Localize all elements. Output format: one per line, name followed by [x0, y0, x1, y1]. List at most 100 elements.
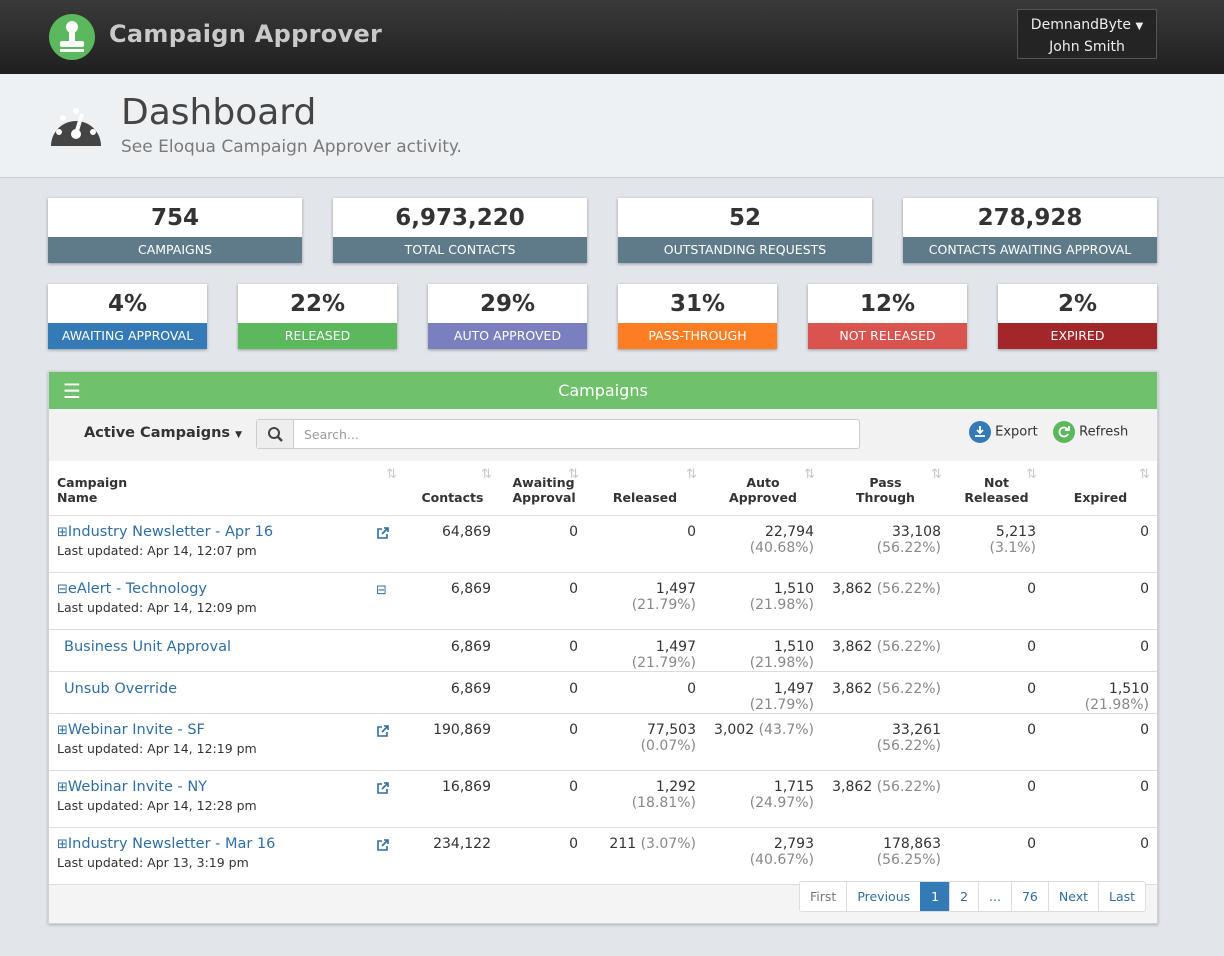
value-cell: 6,869 [404, 671, 499, 714]
rate-value: 31% [669, 291, 726, 317]
sort-icon[interactable]: ⇅ [1026, 467, 1037, 482]
page-link[interactable]: First [810, 889, 837, 904]
value-cell: 211 (3.07%) [586, 827, 704, 885]
sort-icon[interactable]: ⇅ [686, 467, 697, 482]
campaign-cell: Unsub Override [49, 671, 404, 714]
stat-label: OUTSTANDING REQUESTS [618, 237, 872, 263]
value-cell: 234,122 [404, 827, 499, 885]
value-cell: 0 [949, 572, 1044, 630]
cell-percent: (56.22%) [876, 680, 941, 697]
value-cell: 3,862 (56.22%) [822, 671, 949, 714]
cell-percent: (40.68%) [749, 539, 814, 556]
open-link-icon[interactable] [376, 781, 390, 799]
expand-icon[interactable]: ⊞ [57, 779, 68, 795]
sort-icon[interactable]: ⇅ [804, 467, 815, 482]
sort-icon[interactable]: ⇅ [1139, 467, 1150, 482]
export-button[interactable]: Export [969, 421, 1038, 443]
column-header[interactable]: Auto Approved ⇅ [704, 461, 822, 516]
expand-icon[interactable]: ⊞ [57, 722, 68, 738]
refresh-button[interactable]: Refresh [1053, 421, 1128, 443]
campaign-name[interactable]: Webinar Invite - NY [67, 778, 208, 795]
sub-row: Unsub Override 6,869 0 0 1,497 (21.79%) 3,862… [49, 671, 1157, 714]
page-link[interactable]: ... [978, 882, 1011, 911]
cell-value: 0 [1027, 580, 1036, 597]
value-cell: 0 [1044, 827, 1157, 885]
pagination: First Previous 1 2... 76 Next Last [799, 881, 1147, 912]
page-link[interactable]: Previous [846, 882, 920, 911]
campaign-row: ⊞Webinar Invite - SF Last updated: Apr 14… [49, 713, 1157, 771]
campaign-row: ⊞Industry Newsletter - Apr 16 Last update… [49, 515, 1157, 573]
page-subtitle: See Eloqua Campaign Approver activity. [121, 137, 462, 157]
value-cell: 6,869 [404, 629, 499, 672]
cell-percent: (24.97%) [749, 794, 814, 811]
cell-percent: (40.67%) [749, 851, 814, 868]
value-cell: 3,862 (56.22%) [822, 572, 949, 630]
campaign-row: ⊞Industry Newsletter - Mar 16 Last update… [49, 827, 1157, 885]
campaign-name[interactable]: Business Unit Approval [64, 638, 232, 655]
page-link[interactable]: 1 [920, 882, 950, 911]
rate-value: 4% [107, 291, 148, 317]
column-header[interactable]: Expired ⇅ [1044, 461, 1157, 516]
expand-icon[interactable]: ⊞ [57, 524, 68, 540]
cell-value: 0 [1140, 523, 1149, 540]
collapse-icon[interactable]: ⊟ [376, 582, 387, 598]
value-cell: 0 [499, 629, 586, 672]
rate-card: 12% NOT RELEASED [808, 284, 967, 349]
user-name: John Smith [1049, 39, 1125, 55]
campaign-name[interactable]: Industry Newsletter - Apr 16 [67, 523, 274, 540]
column-header[interactable]: Awaiting Approval ⇅ [499, 461, 586, 516]
value-cell: 0 [499, 572, 586, 630]
page-link[interactable]: 76 [1010, 882, 1048, 911]
cell-value: 0 [569, 778, 578, 795]
cell-percent: (21.98%) [749, 596, 814, 613]
sort-icon[interactable]: ⇅ [481, 467, 492, 482]
page-link[interactable]: Next [1047, 882, 1098, 911]
column-label: Not Released [964, 474, 1029, 505]
last-updated: Last updated: Apr 14, 12:07 pm [57, 542, 257, 558]
toolbar: Active Campaigns ▼ Search... Export Refr… [49, 409, 1157, 461]
column-header[interactable]: Campaign Name ⇅ [49, 461, 404, 516]
cell-percent: (56.22%) [876, 737, 941, 754]
open-link-icon[interactable] [376, 724, 390, 742]
expand-icon[interactable]: ⊟ [57, 581, 68, 597]
campaign-name[interactable]: Webinar Invite - SF [67, 721, 205, 738]
cell-value: 0 [569, 523, 578, 540]
sort-icon[interactable]: ⇅ [568, 467, 579, 482]
app-name[interactable]: Campaign Approver [109, 20, 383, 48]
campaign-name[interactable]: Unsub Override [64, 680, 178, 697]
campaigns-panel: ☰ Campaigns Active Campaigns ▼ Search...… [48, 371, 1158, 924]
value-cell: 3,862 (56.22%) [822, 770, 949, 828]
menu-icon[interactable]: ☰ [63, 379, 81, 403]
column-label: Expired [1073, 489, 1128, 505]
column-header[interactable]: Pass Through ⇅ [822, 461, 949, 516]
open-link-icon[interactable] [376, 526, 390, 544]
account-menu[interactable]: DemnandByte ▼ John Smith [1017, 9, 1157, 59]
filter-dropdown[interactable]: Active Campaigns ▼ [84, 425, 243, 441]
rate-card: 29% AUTO APPROVED [428, 284, 587, 349]
cell-value: 16,869 [442, 778, 491, 795]
sort-icon[interactable]: ⇅ [931, 467, 942, 482]
value-cell: 1,497 (21.79%) [586, 572, 704, 630]
value-cell: 0 [949, 713, 1044, 771]
cell-value: 0 [1140, 778, 1149, 795]
column-header[interactable]: Not Released ⇅ [949, 461, 1044, 516]
search-button[interactable] [257, 420, 294, 448]
value-cell: 3,002 (43.7%) [704, 713, 822, 771]
page-link[interactable]: 2 [949, 882, 978, 911]
column-header[interactable]: Released ⇅ [586, 461, 704, 516]
cell-value: 0 [569, 680, 578, 697]
page-link[interactable]: Last [1098, 882, 1145, 911]
expand-icon[interactable]: ⊞ [57, 836, 68, 852]
value-cell: 22,794 (40.68%) [704, 515, 822, 573]
sort-icon[interactable]: ⇅ [386, 467, 397, 482]
search-box[interactable]: Search... [256, 419, 860, 449]
value-cell: 1,510 (21.98%) [704, 572, 822, 630]
value-cell: 1,510 (21.98%) [704, 629, 822, 672]
campaign-name[interactable]: eAlert - Technology [67, 580, 208, 597]
column-header[interactable]: Contacts ⇅ [404, 461, 499, 516]
cell-percent: (56.22%) [876, 539, 941, 556]
campaign-name[interactable]: Industry Newsletter - Mar 16 [67, 835, 276, 852]
rate-card: 31% PASS-THROUGH [618, 284, 777, 349]
cell-value: 211 [609, 835, 637, 852]
open-link-icon[interactable] [376, 838, 390, 856]
